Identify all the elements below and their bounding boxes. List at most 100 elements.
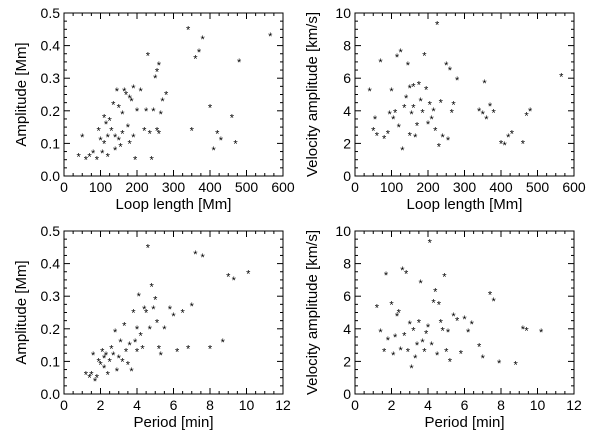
data-point: *: [142, 304, 147, 316]
data-point: *: [146, 242, 151, 254]
data-point: *: [389, 299, 394, 311]
y-tick-label: 0.2: [41, 321, 61, 337]
data-point: *: [397, 122, 402, 134]
data-point: *: [193, 249, 198, 261]
data-point: *: [95, 155, 100, 167]
data-point: *: [107, 356, 112, 368]
plot-frame: [354, 12, 575, 177]
data-point: *: [433, 286, 438, 298]
plot-frame: [63, 12, 284, 177]
data-point: *: [98, 360, 103, 372]
data-point: *: [109, 343, 114, 355]
data-point: *: [193, 54, 198, 66]
data-point: *: [104, 350, 109, 362]
data-point: *: [420, 107, 425, 119]
data-point: *: [164, 90, 169, 102]
data-point: *: [422, 347, 427, 359]
data-point: *: [117, 353, 122, 365]
data-point: *: [408, 130, 413, 142]
data-point: *: [451, 99, 456, 111]
y-tick-label: 6: [343, 288, 351, 304]
data-point: *: [144, 106, 149, 118]
data-point: *: [428, 237, 433, 249]
y-tick-label: 0.5: [41, 223, 61, 239]
data-point: *: [215, 129, 220, 141]
data-point: *: [413, 353, 418, 365]
y-tick-label: 0.3: [41, 70, 61, 86]
x-tick-label: 500: [235, 179, 259, 195]
y-tick-label: 0: [343, 168, 351, 184]
data-point: *: [448, 65, 453, 77]
x-tick-label: 0: [60, 397, 68, 413]
data-point: *: [230, 112, 235, 124]
data-point: *: [120, 129, 125, 141]
data-point: *: [246, 268, 251, 280]
x-tick-label: 0: [351, 179, 359, 195]
data-point: *: [395, 52, 400, 64]
data-point: *: [477, 106, 482, 118]
panel-amplitude-vs-period: 0 2 4 6 8 10 12 0.0 0.1 0.2 0.3 0.4 0.5 Period [min] A…: [13, 223, 291, 431]
data-point: *: [117, 135, 122, 147]
data-point: *: [384, 270, 389, 282]
data-point: *: [408, 319, 413, 331]
data-point: *: [411, 103, 416, 115]
data-point: *: [378, 327, 383, 339]
data-point: *: [128, 340, 133, 352]
data-point: *: [162, 324, 167, 336]
y-tick-label: 10: [335, 223, 351, 239]
data-point: *: [171, 311, 176, 323]
data-point: *: [102, 112, 107, 124]
data-point: *: [113, 145, 118, 157]
y-tick-label: 8: [343, 256, 351, 272]
x-tick-label: 400: [489, 179, 513, 195]
data-point: *: [437, 142, 442, 154]
data-point: *: [93, 376, 98, 388]
data-point: *: [435, 350, 440, 362]
data-point: *: [120, 356, 125, 368]
data-point: *: [420, 337, 425, 349]
data-point: *: [459, 348, 464, 360]
data-point: *: [100, 347, 105, 359]
data-point: *: [190, 301, 195, 313]
data-point: *: [117, 103, 122, 115]
data-point: *: [190, 125, 195, 137]
data-point: *: [433, 125, 438, 137]
x-tick-label: 0: [60, 179, 68, 195]
x-tick-label: 200: [416, 179, 440, 195]
data-point: *: [97, 356, 102, 368]
y-axis-label: Velocity amplitude [km/s]: [304, 12, 321, 177]
data-point: *: [466, 327, 471, 339]
y-tick-label: 0: [343, 386, 351, 402]
data-point: *: [135, 324, 140, 336]
data-point: *: [444, 347, 449, 359]
data-point: *: [159, 109, 164, 121]
data-point: *: [157, 60, 162, 72]
data-point: *: [126, 122, 131, 134]
data-point: *: [120, 109, 125, 121]
data-point: *: [444, 60, 449, 72]
data-point: *: [219, 135, 224, 147]
data-point: *: [439, 317, 444, 329]
data-point: *: [382, 134, 387, 146]
data-point: *: [477, 342, 482, 354]
data-point: *: [388, 109, 393, 121]
data-point: *: [124, 347, 129, 359]
x-tick-label: 100: [89, 179, 113, 195]
x-tick-label: 10: [530, 397, 546, 413]
panel-amplitude-vs-loop-length: 0 100 200 300 400 500 600 0.0 0.1 0.2 0.3 0.4 0.5 Loo…: [13, 5, 295, 213]
data-point: *: [440, 325, 445, 337]
data-point: *: [109, 125, 114, 137]
data-point: *: [409, 363, 414, 375]
data-point: *: [197, 47, 202, 59]
data-point: *: [111, 99, 116, 111]
data-point: *: [482, 78, 487, 90]
data-point: *: [186, 343, 191, 355]
data-point: *: [402, 103, 407, 115]
data-point: *: [87, 373, 92, 385]
data-point: *: [89, 369, 94, 381]
data-point: *: [146, 50, 151, 62]
data-point: *: [431, 106, 436, 118]
data-point: *: [451, 311, 456, 323]
data-point: *: [419, 278, 424, 290]
data-point: *: [131, 308, 136, 320]
